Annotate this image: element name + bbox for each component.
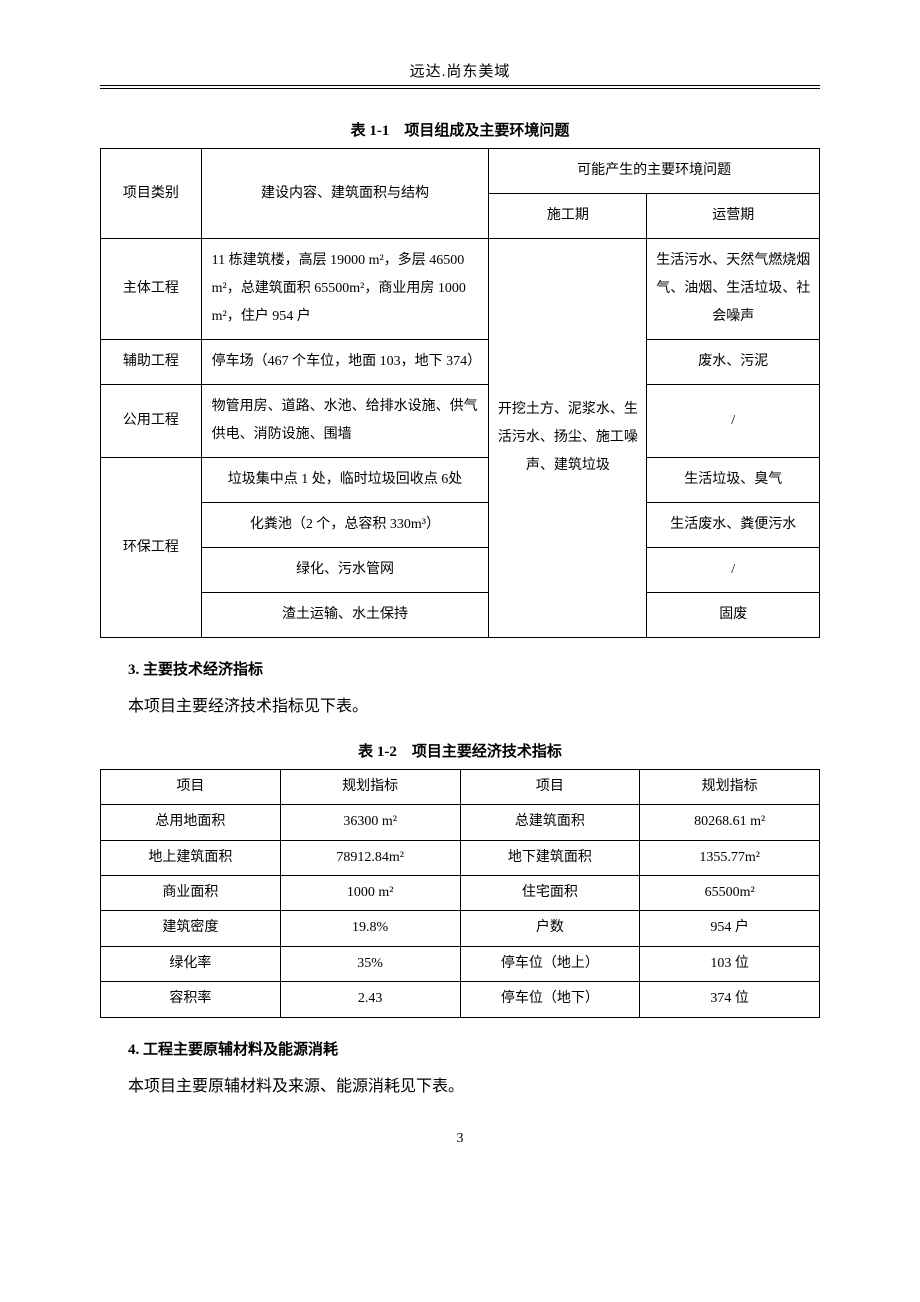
t2-r0-c4: 80268.61 m²: [640, 805, 820, 840]
t2-r3-c2: 19.8%: [280, 911, 460, 946]
section3-heading: 3. 主要技术经济指标: [128, 658, 820, 679]
t1-r4a-op: 生活垃圾、臭气: [647, 458, 820, 503]
t2-r2-c3: 住宅面积: [460, 875, 640, 910]
t1-r3-cat: 公用工程: [101, 385, 202, 458]
t1-r4b-op: 生活废水、粪便污水: [647, 503, 820, 548]
section3-body: 本项目主要经济技术指标见下表。: [128, 693, 820, 722]
t1-r4b-content: 化粪池（2 个，总容积 330m³）: [201, 503, 489, 548]
header-rule-1: [100, 85, 820, 86]
t2-r5-c2: 2.43: [280, 982, 460, 1017]
page-number: 3: [100, 1131, 820, 1147]
table1-title: 表 1-1 项目组成及主要环境问题: [100, 119, 820, 140]
t2-r0-c3: 总建筑面积: [460, 805, 640, 840]
t1-r4d-op: 固废: [647, 593, 820, 638]
t1-header-operation: 运营期: [647, 194, 820, 239]
t2-r0-c2: 36300 m²: [280, 805, 460, 840]
t2-h4: 规划指标: [640, 769, 820, 804]
section4-body: 本项目主要原辅材料及来源、能源消耗见下表。: [128, 1073, 820, 1102]
t1-r4-cat: 环保工程: [101, 458, 202, 638]
t2-r1-c3: 地下建筑面积: [460, 840, 640, 875]
t1-r1-content: 11 栋建筑楼，高层 19000 m²，多层 46500 m²，总建筑面积 65…: [201, 239, 489, 340]
t1-header-content: 建设内容、建筑面积与结构: [201, 149, 489, 239]
t1-r4c-content: 绿化、污水管网: [201, 548, 489, 593]
t2-r5-c4: 374 位: [640, 982, 820, 1017]
t2-r2-c4: 65500m²: [640, 875, 820, 910]
t2-r0-c1: 总用地面积: [101, 805, 281, 840]
t1-r2-op: 废水、污泥: [647, 340, 820, 385]
t2-r5-c1: 容积率: [101, 982, 281, 1017]
t2-r1-c2: 78912.84m²: [280, 840, 460, 875]
t2-h3: 项目: [460, 769, 640, 804]
section4-heading: 4. 工程主要原辅材料及能源消耗: [128, 1038, 820, 1059]
t1-r2-content: 停车场（467 个车位，地面 103，地下 374）: [201, 340, 489, 385]
t1-r3-content: 物管用房、道路、水池、给排水设施、供气供电、消防设施、围墙: [201, 385, 489, 458]
t1-construction-merged: 开挖土方、泥浆水、生活污水、扬尘、施工噪声、建筑垃圾: [489, 239, 647, 638]
t1-r4c-op: /: [647, 548, 820, 593]
t2-r3-c4: 954 户: [640, 911, 820, 946]
t1-r1-op: 生活污水、天然气燃烧烟气、油烟、生活垃圾、社会噪声: [647, 239, 820, 340]
t2-h1: 项目: [101, 769, 281, 804]
t1-header-construction: 施工期: [489, 194, 647, 239]
t1-header-category: 项目类别: [101, 149, 202, 239]
header-rule-2: [100, 88, 820, 89]
t2-h2: 规划指标: [280, 769, 460, 804]
table-1: 项目类别 建设内容、建筑面积与结构 可能产生的主要环境问题 施工期 运营期 主体…: [100, 148, 820, 638]
t2-r3-c3: 户数: [460, 911, 640, 946]
t2-r2-c2: 1000 m²: [280, 875, 460, 910]
t2-r4-c2: 35%: [280, 946, 460, 981]
table2-title: 表 1-2 项目主要经济技术指标: [100, 740, 820, 761]
t2-r1-c4: 1355.77m²: [640, 840, 820, 875]
t2-r4-c1: 绿化率: [101, 946, 281, 981]
table-2: 项目 规划指标 项目 规划指标 总用地面积 36300 m² 总建筑面积 802…: [100, 769, 820, 1018]
t2-r1-c1: 地上建筑面积: [101, 840, 281, 875]
t2-r5-c3: 停车位（地下）: [460, 982, 640, 1017]
t1-r2-cat: 辅助工程: [101, 340, 202, 385]
t1-r4d-content: 渣土运输、水土保持: [201, 593, 489, 638]
t2-r3-c1: 建筑密度: [101, 911, 281, 946]
t1-header-env: 可能产生的主要环境问题: [489, 149, 820, 194]
t2-r4-c4: 103 位: [640, 946, 820, 981]
t1-r1-cat: 主体工程: [101, 239, 202, 340]
t1-r4a-content: 垃圾集中点 1 处，临时垃圾回收点 6处: [201, 458, 489, 503]
t2-r2-c1: 商业面积: [101, 875, 281, 910]
document-header: 远达.尚东美域: [100, 60, 820, 81]
t1-r3-op: /: [647, 385, 820, 458]
t2-r4-c3: 停车位（地上）: [460, 946, 640, 981]
